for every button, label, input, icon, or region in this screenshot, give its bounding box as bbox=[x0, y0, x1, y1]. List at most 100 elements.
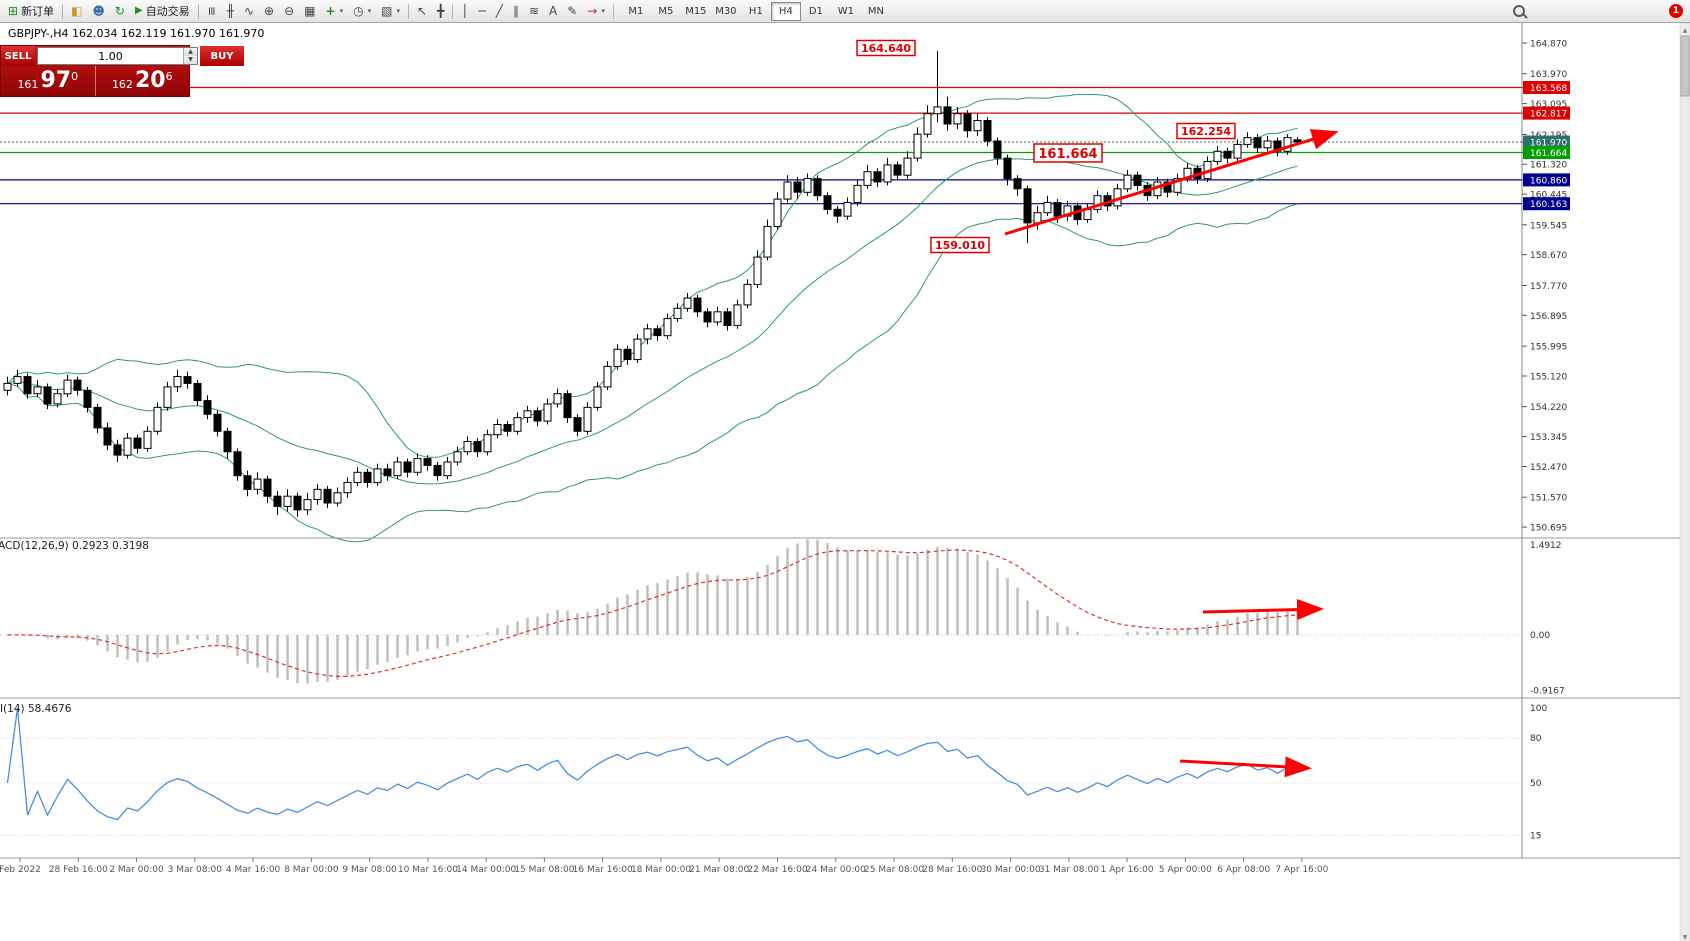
search-icon[interactable] bbox=[1513, 5, 1525, 17]
buy-price-prefix: 162 bbox=[111, 77, 133, 91]
chart-canvas[interactable]: 164.870163.970163.568163.095162.817162.1… bbox=[0, 23, 1690, 941]
indicators-button[interactable]: + ▾ bbox=[321, 1, 349, 21]
sell-price-button[interactable]: 161 97 0 bbox=[1, 66, 95, 96]
timeframe-button-h4[interactable]: H4 bbox=[770, 1, 801, 21]
timeframe-button-m15[interactable]: M15 bbox=[685, 5, 707, 17]
text-icon: A bbox=[549, 4, 558, 18]
time-axis: Feb 2022 28 Feb 16:00 2 Mar 00:00 3 Mar 08:… bbox=[0, 858, 1329, 875]
profiles-button[interactable]: ☻ bbox=[87, 1, 110, 21]
timeframe-button-m30[interactable]: M30 bbox=[715, 5, 737, 17]
timeframe-button-m1[interactable]: M1 bbox=[628, 5, 644, 17]
svg-text:163.970: 163.970 bbox=[1530, 70, 1567, 80]
buy-price-sup: 6 bbox=[165, 70, 173, 83]
fibonacci-icon: ≋ bbox=[528, 4, 540, 18]
svg-text:154.220: 154.220 bbox=[1530, 403, 1567, 413]
line-chart-button[interactable]: ∿ bbox=[239, 1, 259, 21]
price-callouts[interactable]: 164.640 162.254 161.664 159.010 bbox=[856, 39, 1236, 254]
dropdown-caret-icon: ▾ bbox=[396, 7, 400, 15]
svg-text:161.664: 161.664 bbox=[1530, 149, 1567, 159]
bar-chart-icon: ≡ bbox=[204, 5, 219, 17]
svg-text:22 Mar 16:00: 22 Mar 16:00 bbox=[747, 865, 807, 875]
label-tool-button[interactable]: ✎ bbox=[562, 1, 582, 21]
scroll-down-icon: ▼ bbox=[1683, 934, 1688, 941]
svg-text:8 Mar 00:00: 8 Mar 00:00 bbox=[284, 865, 339, 875]
arrows-tool-button[interactable]: → ▾ bbox=[582, 1, 610, 21]
scrollbar[interactable]: ▲▼ bbox=[1679, 23, 1690, 941]
toolbar-right-group: 1 bbox=[1513, 4, 1687, 18]
cursor-tool-button[interactable]: ↖ bbox=[412, 1, 432, 21]
candlestick-chart-button[interactable]: ╫ bbox=[222, 1, 239, 21]
cursor-icon: ↖ bbox=[416, 4, 428, 18]
bar-chart-button[interactable]: ≡ bbox=[202, 1, 222, 21]
svg-text:18 Mar 00:00: 18 Mar 00:00 bbox=[631, 865, 691, 875]
chart-window: 164.870163.970163.568163.095162.817162.1… bbox=[0, 23, 1690, 941]
templates-button[interactable]: ▧ ▾ bbox=[376, 1, 405, 21]
svg-text:7 Apr 16:00: 7 Apr 16:00 bbox=[1275, 865, 1328, 875]
timeframe-button-mn[interactable]: MN bbox=[867, 5, 884, 17]
dropdown-caret-icon: ▾ bbox=[367, 7, 372, 15]
trendline-tool-button[interactable]: ╱ bbox=[491, 1, 508, 21]
rsi-panel: RSI(14) 58.4676 100 80 50 15 bbox=[0, 703, 1547, 842]
svg-text:0.00: 0.00 bbox=[1530, 631, 1550, 641]
vertical-line-tool-button[interactable]: │ bbox=[456, 1, 473, 21]
text-tool-button[interactable]: A bbox=[544, 1, 562, 21]
new-order-icon: ⊞ bbox=[8, 4, 19, 18]
volume-field: ▲ ▼ bbox=[37, 47, 198, 65]
macd-label: MACD(12,26,9) 0.2923 0.3198 bbox=[0, 540, 149, 552]
svg-text:155.120: 155.120 bbox=[1530, 373, 1567, 383]
toolbar-separator bbox=[62, 3, 64, 19]
svg-text:1 Apr 16:00: 1 Apr 16:00 bbox=[1101, 865, 1154, 875]
zoom-in-button[interactable]: ⊕ bbox=[259, 1, 279, 21]
periods-button[interactable]: ◷ ▾ bbox=[348, 1, 376, 21]
price-level-lines bbox=[0, 86, 1522, 205]
svg-text:157.770: 157.770 bbox=[1530, 282, 1567, 292]
volume-up-button[interactable]: ▲ bbox=[184, 48, 197, 56]
svg-text:3 Mar 08:00: 3 Mar 08:00 bbox=[168, 865, 223, 875]
channel-icon: ∥ bbox=[512, 4, 519, 18]
scroll-up-icon: ▲ bbox=[1683, 27, 1688, 34]
sell-button[interactable]: SELL bbox=[1, 46, 35, 66]
crosshair-icon: ╋ bbox=[437, 4, 445, 18]
toolbar-separator bbox=[452, 3, 454, 19]
sell-price-prefix: 161 bbox=[17, 77, 39, 91]
timeframe-button-m5[interactable]: M5 bbox=[658, 5, 674, 17]
timeframe-button-w1[interactable]: W1 bbox=[837, 5, 854, 17]
svg-text:160.163: 160.163 bbox=[1530, 200, 1567, 210]
channel-tool-button[interactable]: ∥ bbox=[508, 1, 524, 21]
timeframe-button-h1[interactable]: H1 bbox=[748, 5, 763, 17]
trend-arrows[interactable] bbox=[1004, 129, 1339, 778]
svg-text:160.445: 160.445 bbox=[1530, 191, 1567, 201]
price-axis: 164.870163.970163.568163.095162.817162.1… bbox=[1522, 40, 1570, 534]
svg-text:162.817: 162.817 bbox=[1530, 110, 1567, 120]
zoom-in-icon: ⊕ bbox=[264, 4, 275, 18]
svg-text:16 Mar 16:00: 16 Mar 16:00 bbox=[573, 865, 633, 875]
fibonacci-tool-button[interactable]: ≋ bbox=[524, 1, 544, 21]
svg-text:80: 80 bbox=[1530, 734, 1542, 744]
refresh-button[interactable]: ↻ bbox=[110, 1, 130, 21]
tile-windows-button[interactable]: ▦ bbox=[299, 1, 320, 21]
volume-input[interactable] bbox=[38, 48, 183, 64]
sell-price-sup: 0 bbox=[71, 70, 79, 83]
buy-price-button[interactable]: 162 20 6 bbox=[94, 66, 190, 96]
svg-text:162.254: 162.254 bbox=[1181, 125, 1231, 138]
candlestick-icon: ╫ bbox=[226, 4, 234, 18]
crosshair-tool-button[interactable]: ╋ bbox=[432, 1, 449, 21]
horizontal-line-tool-button[interactable]: ─ bbox=[473, 1, 490, 21]
volume-down-button[interactable]: ▼ bbox=[184, 56, 197, 64]
svg-text:5 Apr 00:00: 5 Apr 00:00 bbox=[1159, 865, 1212, 875]
trendline-icon: ╱ bbox=[495, 4, 503, 18]
svg-text:28 Mar 16:00: 28 Mar 16:00 bbox=[922, 865, 982, 875]
svg-text:160.860: 160.860 bbox=[1530, 176, 1567, 186]
tile-windows-icon: ▦ bbox=[304, 4, 316, 18]
market-watch-button[interactable]: ◧ bbox=[66, 1, 87, 21]
arrows-icon: → bbox=[587, 4, 598, 18]
notification-badge[interactable]: 1 bbox=[1669, 4, 1683, 18]
toolbar-separator bbox=[612, 3, 614, 19]
buy-button[interactable]: BUY bbox=[200, 46, 244, 66]
zoom-out-button[interactable]: ⊖ bbox=[279, 1, 299, 21]
svg-text:163.568: 163.568 bbox=[1530, 84, 1567, 94]
new-order-button[interactable]: ⊞ 新订单 bbox=[3, 1, 59, 21]
dropdown-caret-icon: ▾ bbox=[339, 7, 344, 15]
autotrading-button[interactable]: ▶ 自动交易 bbox=[130, 1, 195, 21]
timeframe-button-d1[interactable]: D1 bbox=[808, 5, 823, 17]
